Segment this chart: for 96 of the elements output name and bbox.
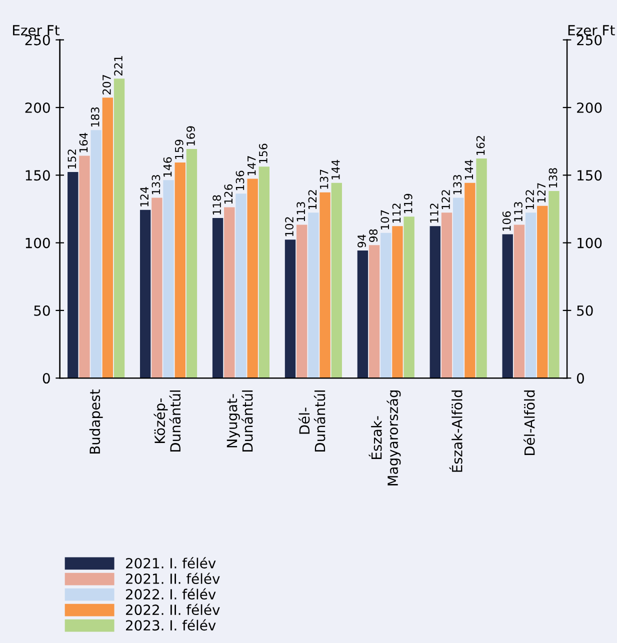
- y-tick-label: 150: [26, 170, 50, 181]
- bar: [514, 224, 525, 378]
- data-label: 162: [476, 136, 485, 155]
- legend-label: 2022. II. félév: [126, 604, 220, 616]
- data-label: 152: [68, 150, 76, 168]
- data-label: 144: [332, 160, 340, 180]
- y2-tick-label: 100: [578, 238, 602, 248]
- bar: [140, 210, 151, 378]
- bar: [380, 232, 392, 378]
- y-tick-label: 50: [34, 305, 50, 316]
- bar: [464, 182, 476, 378]
- bar: [224, 207, 235, 378]
- y-tick-label: 0: [42, 373, 50, 384]
- bar: [452, 198, 464, 378]
- bar: [320, 192, 330, 378]
- data-label: 221: [114, 56, 122, 76]
- x-tick-label: Dél-Alföld: [524, 390, 535, 456]
- y2-tick-label: 200: [577, 102, 602, 113]
- x-tick-label: Észak- Magyarország: [368, 390, 401, 486]
- x-tick-label: Észak-Alföld: [449, 390, 462, 472]
- bar: [247, 178, 258, 378]
- data-label: 124: [140, 186, 148, 206]
- legend-label: 2022. I. félév: [126, 588, 216, 600]
- data-label: 133: [152, 175, 160, 194]
- data-label: 113: [514, 202, 522, 222]
- bar: [284, 240, 296, 378]
- data-label: 127: [537, 183, 546, 202]
- data-label: 164: [79, 132, 88, 152]
- bar: [308, 212, 319, 378]
- bar: [537, 206, 548, 378]
- y2-tick-label: 50: [577, 305, 593, 316]
- bar: [258, 166, 270, 378]
- bar: [296, 224, 308, 378]
- data-label: 122: [526, 190, 534, 210]
- data-label: 159: [174, 140, 184, 159]
- data-label: 169: [186, 126, 195, 146]
- data-label: 146: [163, 157, 172, 177]
- x-tick-label: Dél- Dunántúl: [298, 390, 326, 452]
- x-tick-label: Nyugat- Dunántúl: [226, 390, 253, 452]
- bar: [152, 198, 162, 378]
- bar: [476, 158, 487, 378]
- data-label: 107: [380, 210, 390, 230]
- data-label: 112: [430, 204, 438, 223]
- y-tick-label: 200: [25, 102, 50, 113]
- bar: [114, 78, 125, 378]
- data-label: 144: [464, 160, 473, 180]
- data-label: 106: [502, 211, 511, 231]
- data-label: 183: [90, 107, 100, 127]
- data-label: 113: [296, 202, 306, 222]
- data-label: 126: [224, 184, 233, 204]
- bar: [548, 190, 560, 378]
- y-axis-title: Ezer Ft: [13, 25, 60, 36]
- y2-tick-label: 0: [576, 373, 584, 384]
- data-label: 112: [392, 204, 401, 223]
- data-label: 122: [442, 190, 450, 210]
- data-label: 102: [285, 217, 294, 236]
- legend-label: 2021. II. félév: [126, 572, 220, 584]
- x-tick-label: Közép- Dunántúl: [154, 390, 181, 452]
- bar: [331, 182, 342, 378]
- bar: [102, 98, 114, 378]
- data-label: 119: [404, 194, 412, 214]
- bar: [68, 172, 78, 378]
- y-tick-label: 250: [25, 34, 50, 46]
- data-label: 138: [548, 168, 558, 188]
- bar: [404, 216, 414, 378]
- data-label: 207: [102, 75, 111, 94]
- bar: [525, 212, 536, 378]
- legend-label: 2023. I. félév: [126, 619, 216, 631]
- data-label: 94: [358, 234, 366, 248]
- bar: [212, 218, 224, 378]
- y-tick-label: 100: [26, 238, 50, 248]
- bar: [441, 212, 452, 378]
- bar: [368, 245, 380, 378]
- bar: [174, 162, 186, 378]
- data-label: 122: [308, 190, 316, 210]
- bar: [186, 149, 198, 378]
- y2-tick-label: 150: [578, 170, 602, 181]
- bar: [357, 250, 368, 378]
- data-label: 156: [258, 144, 268, 164]
- bar: [430, 226, 441, 378]
- bar: [502, 234, 513, 378]
- bar: [79, 156, 90, 378]
- data-label: 98: [369, 229, 378, 242]
- data-label: 133: [453, 175, 462, 194]
- bar: [90, 130, 102, 378]
- legend-label: 2021. I. félév: [126, 557, 216, 568]
- data-label: 147: [248, 156, 256, 176]
- y2-tick-label: 250: [577, 34, 602, 46]
- data-label: 136: [236, 170, 244, 190]
- bar: [236, 194, 246, 378]
- x-tick-label: Budapest: [89, 390, 103, 454]
- y2-axis-title: Ezer Ft: [568, 25, 615, 36]
- data-label: 137: [320, 170, 328, 189]
- data-label: 118: [212, 195, 222, 214]
- bar: [392, 226, 403, 378]
- bar: [163, 180, 174, 378]
